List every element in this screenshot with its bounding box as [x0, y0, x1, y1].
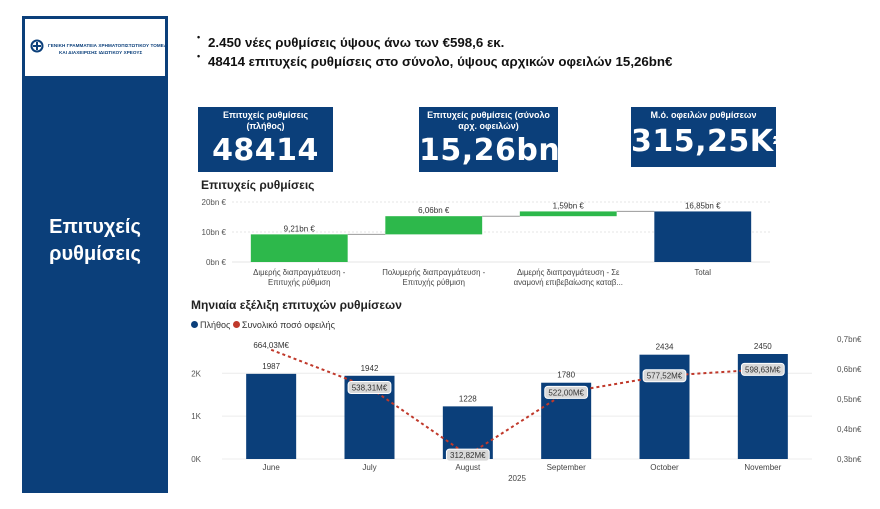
kpi-label: Μ.ό. οφειλών ρυθμίσεων: [650, 110, 757, 120]
waterfall-data-label: 1,59bn €: [553, 201, 585, 210]
page-title-line2: ρυθμίσεις: [49, 243, 141, 265]
y-tick-label-left: 0K: [191, 455, 201, 464]
line-data-label-box: [642, 369, 687, 383]
kpi-label: (πλήθος): [246, 121, 285, 131]
kpi-label: Επιτυχείς ρυθμίσεις: [222, 110, 309, 120]
y-tick-label: 20bn €: [202, 198, 227, 207]
kpi-value: 15,26bn€: [419, 133, 582, 168]
x-tick-label: August: [455, 463, 481, 472]
bullet-text: 2.450 νέες ρυθμίσεις ύψους άνω των €598,…: [208, 35, 505, 50]
x-tick-label: Επιτυχής ρύθμιση: [403, 278, 465, 287]
y-tick-label: 0bn €: [206, 258, 227, 267]
kpi-card-total-amount: Επιτυχείς ρυθμίσεις (σύνολο αρχ. οφειλών…: [419, 107, 582, 172]
bar-data-label: 1942: [361, 364, 379, 373]
bullet-dot: •: [197, 51, 201, 61]
legend-label: Συνολικό ποσό οφειλής: [241, 320, 335, 330]
y-tick-label-right: 0,6bn€: [837, 365, 862, 374]
kpi-label: Επιτυχείς ρυθμίσεις (σύνολο: [427, 110, 550, 120]
waterfall-bar: [519, 211, 617, 217]
x-tick-label: July: [362, 463, 376, 472]
bullet-dot: •: [197, 32, 201, 42]
y-tick-label-right: 0,7bn€: [837, 335, 862, 344]
waterfall-chart-title: Επιτυχείς ρυθμίσεις: [201, 178, 315, 192]
bar-data-label: 1987: [262, 362, 280, 371]
y-tick-label-right: 0,4bn€: [837, 425, 862, 434]
greek-emblem-icon: [30, 39, 44, 53]
kpi-card-average: Μ.ό. οφειλών ρυθμίσεων 315,25K€: [631, 107, 795, 167]
bullet-item: • 2.450 νέες ρυθμίσεις ύψους άνω των €59…: [197, 32, 505, 50]
legend-dot-icon: [191, 321, 198, 329]
monthly-chart-title: Μηνιαία εξέλιξη επιτυχών ρυθμίσεων: [191, 298, 402, 312]
x-axis-label: 2025: [508, 474, 526, 483]
line-data-label-box: [347, 381, 392, 395]
month-bar: [246, 373, 297, 459]
y-tick-label: 10bn €: [202, 228, 227, 237]
waterfall-data-label: 6,06bn €: [418, 206, 450, 215]
kpi-card-count: Επιτυχείς ρυθμίσεις (πλήθος) 48414: [198, 107, 333, 172]
legend-item-amount[interactable]: Συνολικό ποσό οφειλής: [232, 320, 335, 330]
line-data-label-box: [740, 362, 785, 376]
line-data-label: 312,82M€: [450, 451, 486, 460]
bar-data-label: 2450: [754, 342, 772, 351]
logo-text-line1: ΓΕΝΙΚΗ ΓΡΑΜΜΑΤΕΙΑ ΧΡΗΜΑΤΟΠΙΣΤΩΤΙΚΟΥ ΤΟΜΕ…: [48, 43, 168, 48]
logo-text-line2: ΚΑΙ ΔΙΑΧΕΙΡΙΣΗΣ ΙΔΙΩΤΙΚΟΥ ΧΡΕΟΥΣ: [59, 50, 143, 55]
x-tick-label: Total: [695, 268, 712, 277]
legend-item-count[interactable]: Πλήθος: [191, 320, 230, 330]
bar-data-label: 2434: [656, 343, 674, 352]
waterfall-data-label: 9,21bn €: [284, 224, 316, 233]
waterfall-bar: [654, 211, 752, 262]
waterfall-bar: [250, 234, 348, 262]
x-tick-label: June: [262, 463, 280, 472]
line-data-label: 598,63M€: [745, 365, 781, 374]
logo-card: ΓΕΝΙΚΗ ΓΡΑΜΜΑΤΕΙΑ ΧΡΗΜΑΤΟΠΙΣΤΩΤΙΚΟΥ ΤΟΜΕ…: [25, 19, 168, 76]
x-tick-label: Επιτυχής ρύθμιση: [268, 278, 330, 287]
bar-data-label: 1228: [459, 394, 477, 403]
kpi-label: αρχ. οφειλών): [458, 121, 519, 131]
x-tick-label: αναμονή επιβεβαίωσης καταβ...: [514, 278, 623, 287]
sidebar: ΓΕΝΙΚΗ ΓΡΑΜΜΑΤΕΙΑ ΧΡΗΜΑΤΟΠΙΣΤΩΤΙΚΟΥ ΤΟΜΕ…: [22, 16, 168, 493]
kpi-value: 48414: [212, 133, 319, 168]
y-tick-label-left: 2K: [191, 369, 201, 378]
line-data-label-box: [445, 448, 490, 462]
page-title-line1: Επιτυχείς: [49, 216, 141, 238]
waterfall-data-label: 16,85bn €: [685, 201, 721, 210]
y-tick-label-left: 1K: [191, 412, 201, 421]
legend-dot-icon: [232, 321, 240, 329]
y-tick-label-right: 0,5bn€: [837, 395, 862, 404]
x-tick-label: Διμερής διαπραγμάτευση - Σε: [517, 268, 620, 277]
bar-data-label: 1780: [557, 371, 575, 380]
line-data-label: 664,03M€: [253, 341, 289, 350]
bullet-text: 48414 επιτυχείς ρυθμίσεις στο σύνολο, ύψ…: [208, 54, 673, 69]
line-data-label-box: [544, 385, 589, 399]
x-tick-label: November: [744, 463, 781, 472]
legend-label: Πλήθος: [200, 320, 231, 330]
line-data-label: 577,52M€: [647, 372, 683, 381]
line-data-label: 522,00M€: [548, 388, 584, 397]
waterfall-bar: [385, 216, 483, 235]
y-tick-label-right: 0,3bn€: [837, 455, 862, 464]
kpi-value: 315,25K€: [631, 124, 795, 159]
x-tick-label: Πολυμερής διαπραγμάτευση -: [382, 268, 485, 277]
x-tick-label: October: [650, 463, 679, 472]
bullet-item: • 48414 επιτυχείς ρυθμίσεις στο σύνολο, …: [197, 51, 673, 69]
chart-legend: Πλήθος Συνολικό ποσό οφειλής: [191, 320, 335, 330]
page-title: Επιτυχείς ρυθμίσεις: [22, 214, 168, 268]
x-tick-label: Διμερής διαπραγμάτευση -: [253, 268, 346, 277]
line-data-label: 538,31M€: [352, 384, 388, 393]
x-tick-label: September: [547, 463, 586, 472]
